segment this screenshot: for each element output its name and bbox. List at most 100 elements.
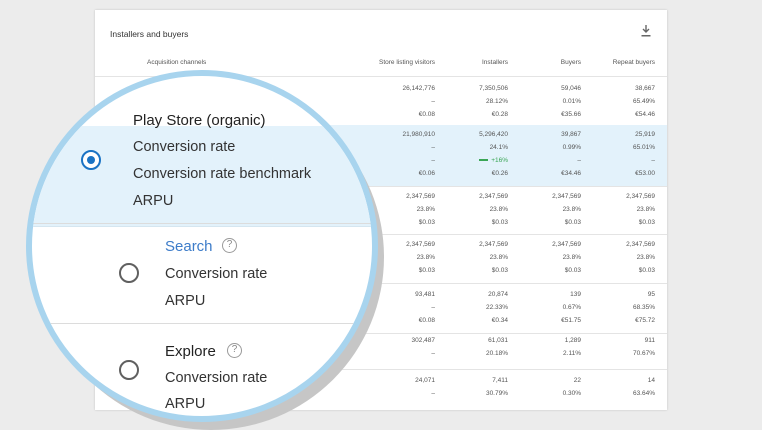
cell-buyers: 1,289: [564, 337, 581, 344]
cell-buyers: 22: [573, 377, 581, 384]
cell-installers: 22.33%: [485, 304, 508, 311]
cell-installers: 28.12%: [485, 98, 508, 105]
cell-repeat-buyers: 911: [644, 337, 655, 344]
col-acquisition-channels: Acquisition channels: [147, 59, 207, 66]
play-store-arpu: ARPU: [133, 193, 174, 209]
cell-installers: $0.03: [491, 219, 508, 226]
cell-visitors: 24,071: [415, 377, 435, 384]
cell-visitors: –: [431, 350, 435, 357]
cell-repeat-buyers: 23.8%: [636, 254, 655, 261]
search-link[interactable]: Search: [165, 238, 213, 255]
explore-radio[interactable]: [119, 360, 139, 380]
cell-visitors: 302,487: [411, 337, 436, 344]
benchmark-value: +16%: [491, 157, 508, 164]
download-icon[interactable]: [640, 24, 652, 38]
cell-buyers: €51.75: [561, 317, 581, 324]
col-store-listing-visitors: Store listing visitors: [379, 59, 435, 66]
cell-visitors: 23.8%: [416, 206, 435, 213]
table-header: Acquisition channels Store listing visit…: [95, 55, 667, 77]
cell-installers: 7,411: [492, 377, 508, 384]
play-store-conversion-rate: Conversion rate: [133, 139, 236, 155]
play-store-radio[interactable]: [81, 150, 101, 170]
cell-visitors: 2,347,569: [406, 193, 435, 200]
cell-repeat-buyers: $0.03: [638, 219, 655, 226]
cell-installers: 2,347,569: [479, 241, 508, 248]
cell-buyers: 0.67%: [562, 304, 581, 311]
cell-repeat-buyers: €53.00: [635, 170, 655, 177]
play-store-organic-title: Play Store (organic): [133, 112, 266, 129]
cell-installers: €0.26: [491, 170, 508, 177]
explore-title: Explore: [165, 343, 216, 360]
card-title: Installers and buyers: [110, 29, 189, 39]
cell-buyers: 59,046: [561, 85, 581, 92]
cell-buyers: 23.8%: [562, 206, 581, 213]
cell-repeat-buyers: 2,347,569: [626, 193, 655, 200]
cell-visitors: 21,980,910: [402, 131, 435, 138]
cell-buyers: –: [577, 157, 581, 164]
cell-buyers: $0.03: [564, 267, 581, 274]
cell-visitors: 23.8%: [416, 254, 435, 261]
cell-installers: 30.79%: [485, 390, 508, 397]
cell-buyers: 23.8%: [562, 254, 581, 261]
cell-visitors: –: [431, 157, 435, 164]
table-row-group[interactable]: 24,071 7,411 22 14 – 30.79% 0.30% 63.64%: [95, 369, 667, 410]
cell-installers: 7,350,506: [479, 85, 508, 92]
cell-installers: €0.34: [491, 317, 508, 324]
explore-help-icon[interactable]: ?: [227, 343, 242, 358]
benchmark-bar: [479, 159, 489, 162]
cell-buyers: 0.99%: [562, 144, 581, 151]
cell-installers: 2,347,569: [479, 193, 508, 200]
col-buyers: Buyers: [560, 59, 581, 66]
magnifier-lens: Play Store (organic) Conversion rate Con…: [26, 70, 378, 422]
cell-installers: 23.8%: [489, 206, 508, 213]
cell-buyers: 2,347,569: [552, 193, 581, 200]
cell-repeat-buyers: 38,667: [635, 85, 655, 92]
search-conversion-rate: Conversion rate: [165, 266, 268, 282]
cell-repeat-buyers: 65.49%: [632, 98, 655, 105]
cell-buyers: 0.30%: [562, 390, 581, 397]
cell-installers: 24.1%: [489, 144, 508, 151]
cell-repeat-buyers: 23.8%: [636, 206, 655, 213]
cell-buyers: 39,867: [561, 131, 581, 138]
search-radio[interactable]: [119, 263, 139, 283]
cell-installers: €0.28: [491, 111, 508, 118]
cell-buyers: 139: [570, 291, 581, 298]
cell-repeat-buyers: 95: [647, 291, 655, 298]
col-installers: Installers: [481, 59, 508, 66]
divider: [32, 223, 372, 224]
cell-repeat-buyers: 68.35%: [632, 304, 655, 311]
cell-repeat-buyers: 70.67%: [632, 350, 655, 357]
explore-conversion-rate: Conversion rate: [165, 370, 268, 386]
cell-visitors: €0.08: [418, 111, 435, 118]
search-arpu: ARPU: [165, 293, 206, 309]
cell-buyers: €34.46: [561, 170, 581, 177]
cell-repeat-buyers: $0.03: [638, 267, 655, 274]
cell-visitors: $0.03: [418, 219, 435, 226]
cell-buyers: 2,347,569: [552, 241, 581, 248]
cell-repeat-buyers: €54.46: [635, 111, 655, 118]
table-row-group[interactable]: 93,481 20,874 139 95 – 22.33% 0.67% 68.35% €0.08…: [95, 283, 667, 334]
cell-visitors: €0.08: [418, 317, 435, 324]
table-row-group[interactable]: 302,487 61,031 1,289 911 – 20.18% 2.11% 70.67%: [95, 333, 667, 370]
cell-buyers: 2.11%: [563, 350, 581, 357]
cell-repeat-buyers: 63.64%: [632, 390, 655, 397]
cell-installers: $0.03: [491, 267, 508, 274]
cell-installers: 61,031: [488, 337, 508, 344]
play-store-conversion-benchmark: Conversion rate benchmark: [133, 166, 312, 182]
search-help-icon[interactable]: ?: [222, 238, 237, 253]
cell-visitors: 93,481: [415, 291, 435, 298]
cell-repeat-buyers: 2,347,569: [626, 241, 655, 248]
cell-buyers: €35.66: [561, 111, 581, 118]
cell-visitors: €0.06: [418, 170, 435, 177]
cell-repeat-buyers: 14: [647, 377, 655, 384]
cell-visitors: 2,347,569: [406, 241, 435, 248]
cell-repeat-buyers: 25,919: [635, 131, 655, 138]
cell-visitors: –: [431, 304, 435, 311]
cell-installers: 20.18%: [485, 350, 508, 357]
play-store-highlight: [32, 126, 372, 227]
cell-visitors: 26,142,776: [402, 85, 435, 92]
cell-installers: +16%: [479, 157, 508, 164]
cell-installers: 23.8%: [489, 254, 508, 261]
explore-arpu: ARPU: [165, 396, 206, 412]
cell-visitors: –: [431, 144, 435, 151]
